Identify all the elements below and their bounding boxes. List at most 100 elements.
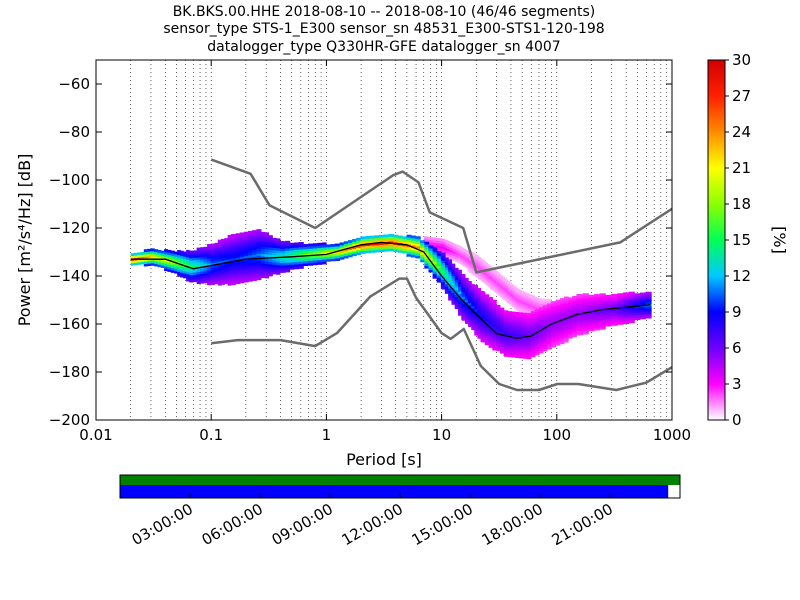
density-cell [235,274,241,277]
density-cell [389,236,395,240]
density-cell [448,264,453,267]
density-cell [559,314,565,318]
density-cell [551,322,557,326]
density-cell [518,353,524,356]
density-cell [143,254,148,257]
title-line-3: datalogger_type Q330HR-GFE datalogger_sn… [207,39,560,55]
density-cell [461,306,466,309]
density-cell [330,244,336,247]
density-cell [339,247,345,251]
density-cell [451,275,456,279]
density-cell [511,354,516,358]
density-cell [298,246,304,250]
density-cell [451,297,456,301]
density-cell [189,267,194,271]
density-cell [365,250,371,254]
density-cell [200,249,205,253]
density-cell [504,344,509,348]
density-cell [518,331,524,335]
density-cell [622,321,630,325]
density-cell [420,240,425,244]
density-cell [504,332,509,336]
density-cell [512,294,516,298]
density-cell [546,344,552,348]
density-cell [383,234,389,238]
density-cell [512,299,516,303]
density-cell [464,313,469,317]
density-cell [505,298,509,302]
density-cell [428,252,434,256]
density-cell [160,253,165,256]
density-cell [611,313,618,316]
density-cell [508,284,512,288]
density-cell [374,244,380,248]
density-cell [461,277,466,280]
density-cell [474,294,478,298]
density-cell [231,238,237,242]
density-cell [520,305,524,309]
density-cell [588,321,595,325]
density-cell [231,255,237,259]
density-cell [177,257,181,260]
density-cell [410,235,416,239]
density-cell [221,253,225,257]
density-cell [207,282,212,286]
density-cell [538,301,543,304]
density-cell [196,259,201,263]
density-cell [221,246,225,249]
density-cell [160,265,165,268]
density-cell [260,258,266,262]
density-cell [379,234,385,238]
density-cell [461,298,466,302]
density-cell [496,340,501,344]
density-cell [260,255,266,259]
density-cell [177,273,181,277]
density-cell [207,260,212,264]
density-cell [183,258,187,262]
density-cell [535,299,539,303]
density-cell [505,284,509,288]
density-cell [507,332,513,336]
density-cell [492,333,497,337]
density-cell [533,296,537,300]
colorbar-label: [%] [770,226,789,254]
density-cell [503,287,507,291]
density-cell [235,250,241,253]
density-cell [500,292,504,295]
density-cell [538,345,544,349]
density-cell [458,284,462,287]
density-cell [147,260,151,264]
density-cell [506,290,511,294]
density-cell [528,306,532,309]
density-cell [526,325,532,328]
density-cell [280,246,286,249]
density-cell [481,271,485,275]
density-cell [507,349,513,353]
density-cell [500,282,504,286]
density-cell [294,264,300,267]
density-cell [326,246,331,250]
density-cell [397,240,403,244]
density-cell [321,254,327,258]
density-cell [303,251,309,255]
density-cell [174,270,178,274]
density-cell [321,259,327,263]
density-cell [248,269,253,273]
density-cell [471,317,475,321]
density-cell [498,293,502,296]
density-cell [639,297,647,301]
density-cell [221,274,225,278]
density-cell [471,288,475,292]
density-cell [538,316,544,320]
density-cell [252,232,257,236]
density-cell [551,301,557,304]
density-cell [493,281,497,285]
density-cell [481,332,486,336]
density-cell [203,275,208,279]
density-cell [516,306,520,309]
density-cell [260,246,266,250]
density-cell [634,293,641,297]
density-cell [248,276,253,280]
density-cell [428,257,434,261]
density-cell [448,283,453,287]
